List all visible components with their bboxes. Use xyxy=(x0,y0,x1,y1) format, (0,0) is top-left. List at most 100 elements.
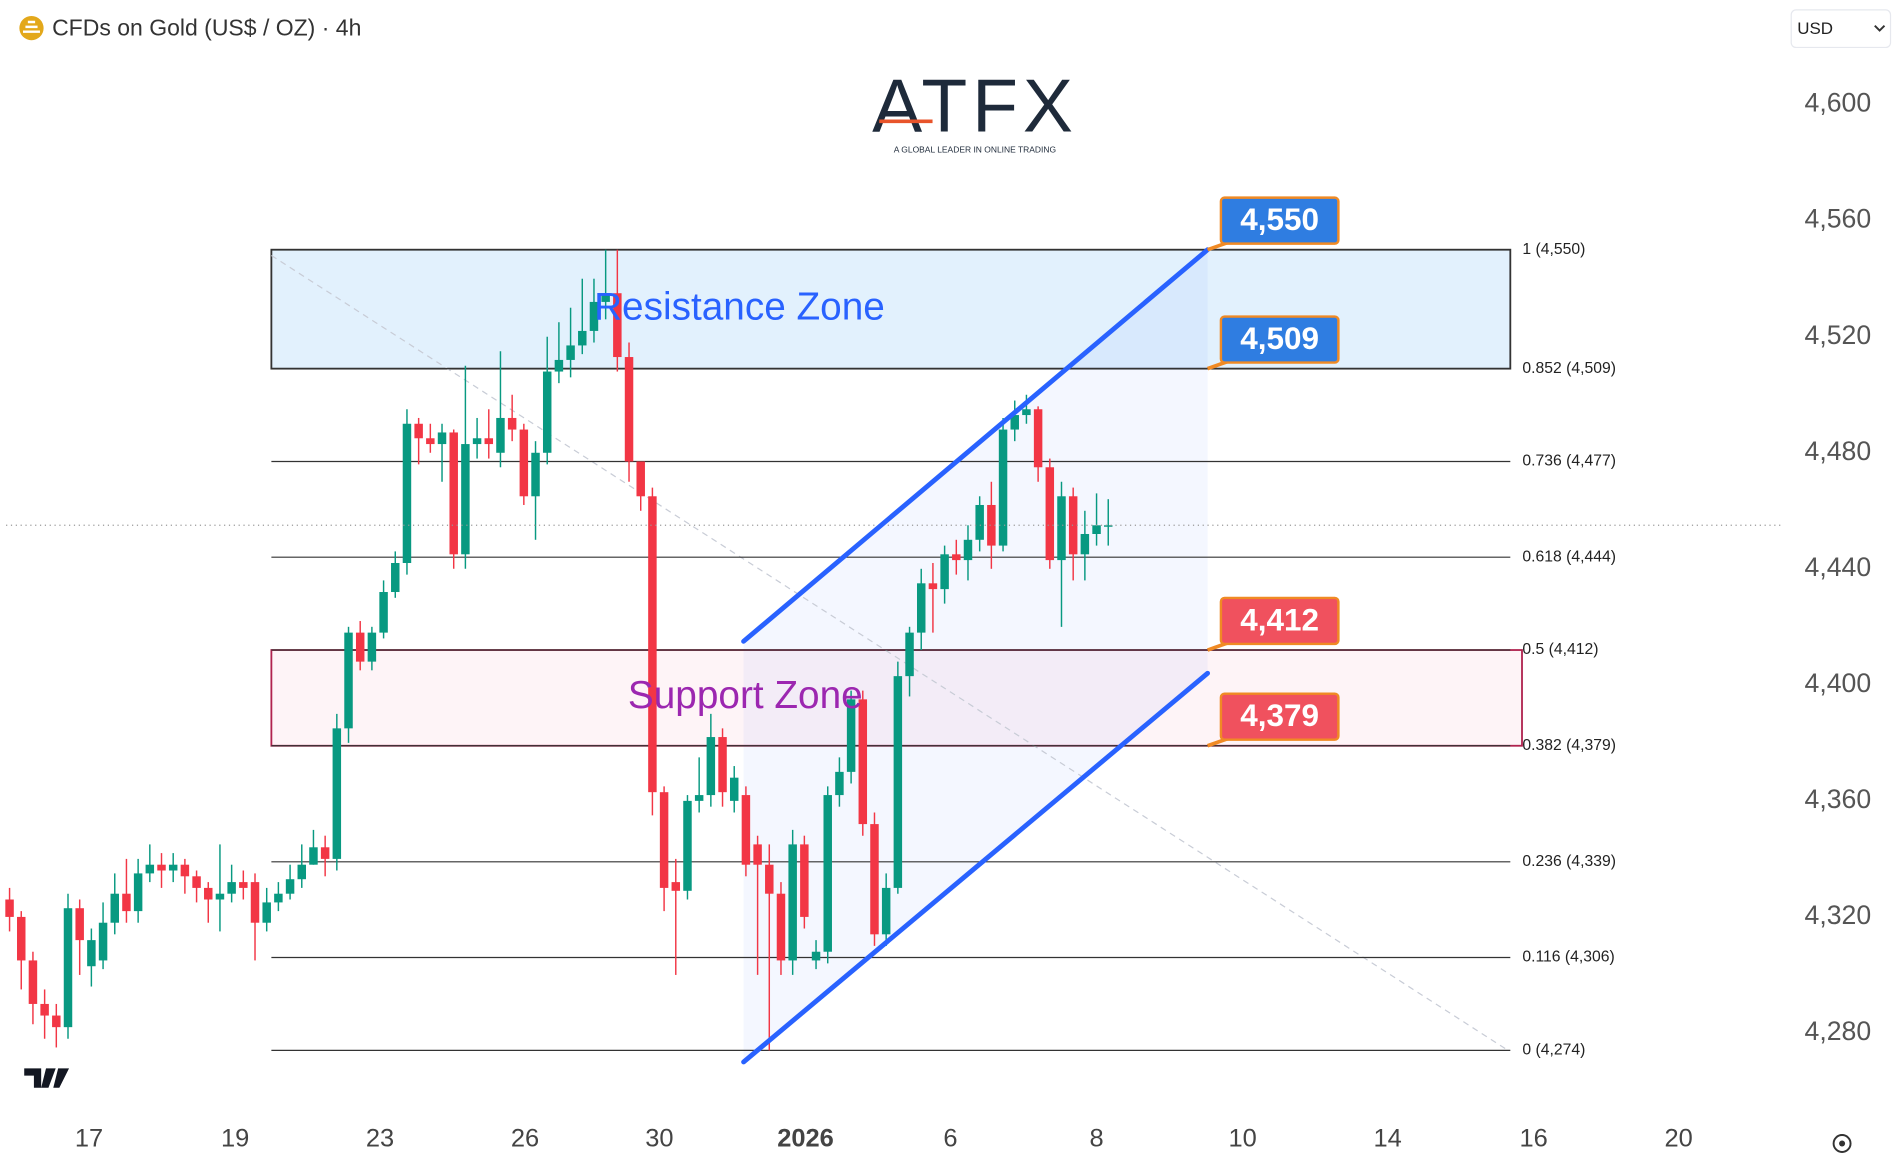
candle-body xyxy=(1092,525,1101,534)
candle-body xyxy=(285,879,295,894)
y-tick-label: 4,520 xyxy=(1805,320,1872,350)
candle-body xyxy=(916,583,926,633)
fib-label: 0.5 (4,412) xyxy=(1522,641,1598,658)
candle-body xyxy=(835,771,844,796)
candle-body xyxy=(940,554,949,590)
candle-body xyxy=(379,592,388,633)
candle-body xyxy=(800,844,809,917)
candle-body xyxy=(87,940,96,967)
candle-body xyxy=(449,432,458,555)
candle-body xyxy=(239,882,248,888)
candle-body xyxy=(975,504,984,540)
logo-tagline: A GLOBAL LEADER IN ONLINE TRADING xyxy=(894,145,1056,155)
overlay: Resistance Zone Support Zone 1 (4,550) 0.85… xyxy=(594,196,1616,1065)
candle-body xyxy=(1068,496,1078,555)
y-tick-label: 4,400 xyxy=(1805,668,1872,698)
settings-icon-dot[interactable] xyxy=(1839,1140,1846,1147)
candle-body xyxy=(496,417,505,453)
x-tick-label: 23 xyxy=(366,1125,394,1153)
candle-body xyxy=(507,417,517,430)
candle-body xyxy=(297,864,307,880)
channel-line xyxy=(741,247,1211,644)
x-tick-label: 16 xyxy=(1520,1125,1548,1153)
price-label: 4,379 xyxy=(1240,698,1319,733)
candle-body xyxy=(998,429,1008,546)
candle-body xyxy=(1080,533,1090,555)
candle-body xyxy=(1104,525,1113,527)
candle-body xyxy=(122,893,131,912)
candle-body xyxy=(204,887,213,900)
candle-body xyxy=(823,795,832,952)
candle-body xyxy=(1010,415,1019,430)
candle-body xyxy=(110,893,119,923)
y-tick-label: 4,480 xyxy=(1805,436,1872,466)
candle-body xyxy=(1033,409,1043,468)
candle-body xyxy=(893,676,903,888)
candle-body xyxy=(63,908,73,1028)
candle-body xyxy=(1045,467,1055,561)
candle-body xyxy=(531,452,540,497)
y-tick-label: 4,440 xyxy=(1805,552,1872,582)
fib-label: 1 (4,550) xyxy=(1522,241,1585,258)
candle-body xyxy=(215,893,225,900)
y-tick-label: 4,600 xyxy=(1805,88,1872,118)
candle-body xyxy=(554,359,564,372)
candle-body xyxy=(601,293,610,302)
price-label: 4,509 xyxy=(1240,321,1319,356)
candle-body xyxy=(192,876,201,888)
x-tick-label: 10 xyxy=(1229,1125,1257,1153)
candle-body xyxy=(168,864,178,871)
trend-line xyxy=(271,254,1509,1051)
price-label-box xyxy=(1219,692,1340,741)
candle-body xyxy=(706,737,716,796)
candle-body xyxy=(718,737,727,793)
candle-body xyxy=(437,432,447,445)
candle-body xyxy=(17,916,26,961)
candle-body xyxy=(624,357,634,462)
candle-body xyxy=(589,301,599,331)
candle-body xyxy=(858,699,868,825)
candle-body xyxy=(367,632,377,662)
currency-button[interactable] xyxy=(1790,9,1892,49)
candle-body xyxy=(98,922,108,961)
y-tick-label: 4,280 xyxy=(1805,1016,1872,1046)
candle-body xyxy=(1057,496,1066,561)
candle-body xyxy=(75,908,84,941)
tv-logo xyxy=(24,1068,70,1088)
candle-body xyxy=(262,902,271,923)
x-tick-label: 17 xyxy=(75,1125,103,1153)
price-label-box xyxy=(1219,596,1340,646)
candle-body xyxy=(355,632,365,662)
candle-body xyxy=(274,893,283,903)
candle-body xyxy=(5,899,14,917)
candle-body xyxy=(227,882,236,894)
candle-body xyxy=(741,795,751,865)
candle-body xyxy=(426,438,435,445)
candle-body xyxy=(729,777,739,801)
price-label-box xyxy=(1219,315,1340,364)
x-tick-label: 2026 xyxy=(777,1125,834,1153)
x-tick-label: 6 xyxy=(943,1125,957,1153)
fib-label: 0 (4,274) xyxy=(1522,1042,1585,1059)
x-tick-label: 14 xyxy=(1373,1125,1401,1153)
candle-body xyxy=(671,882,681,891)
candle-body xyxy=(928,583,938,590)
candle-body xyxy=(613,293,622,358)
candle-body xyxy=(145,864,155,874)
currency-caret[interactable] xyxy=(1874,24,1886,32)
candle-body xyxy=(402,423,412,564)
candle-body xyxy=(694,795,704,801)
currency-label[interactable]: USD xyxy=(1797,19,1833,38)
candle-body xyxy=(472,438,482,445)
candle-body xyxy=(578,330,587,346)
candle-body xyxy=(846,699,856,772)
fib-label: 0.618 (4,444) xyxy=(1522,548,1616,565)
candle-body xyxy=(753,844,762,865)
settings-icon[interactable] xyxy=(1832,1134,1852,1153)
y-tick-label: 4,360 xyxy=(1805,784,1872,814)
candle-body xyxy=(484,438,494,445)
candle-body xyxy=(963,539,973,561)
candle-body xyxy=(461,444,470,555)
fib-label: 0.236 (4,339) xyxy=(1522,853,1616,870)
